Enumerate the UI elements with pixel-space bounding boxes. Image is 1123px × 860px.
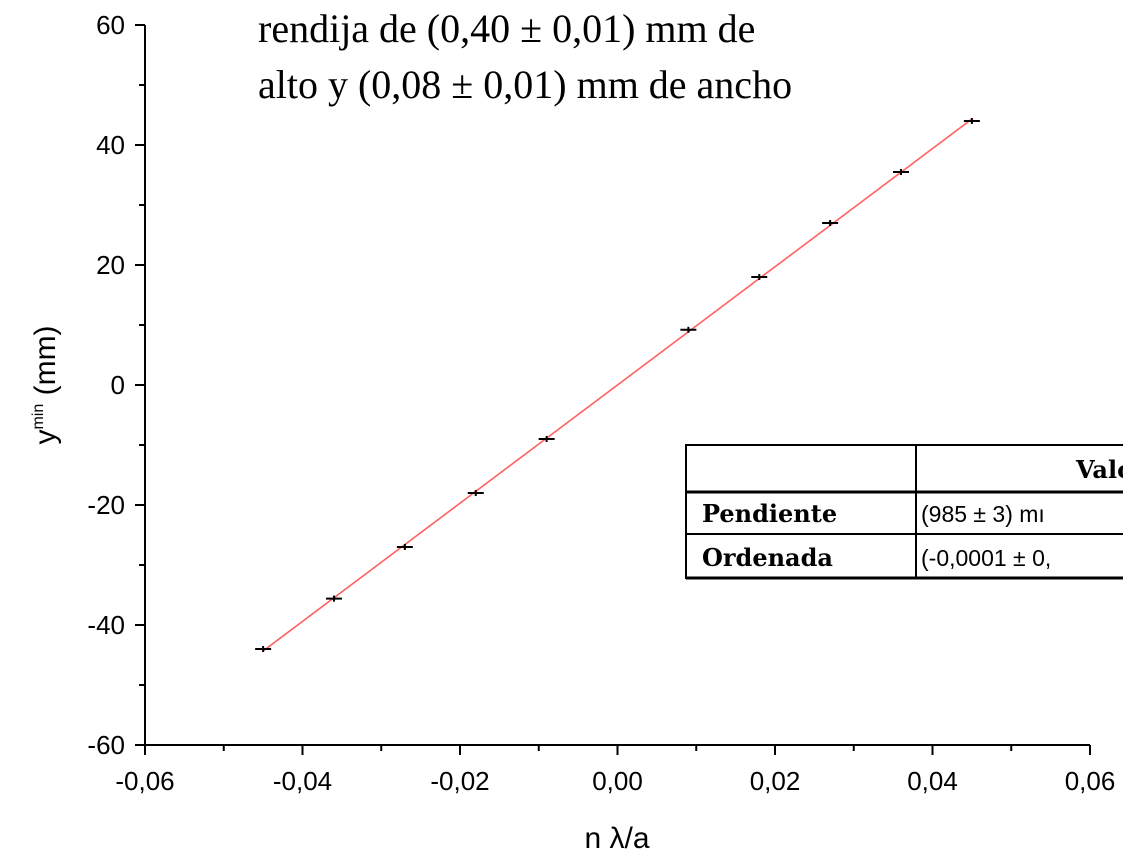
y-tick-label: 40 (96, 130, 125, 160)
x-tick-label: 0,06 (1065, 766, 1116, 796)
data-point (538, 436, 555, 442)
data-point (467, 490, 484, 496)
x-tick-label: -0,02 (430, 766, 489, 796)
data-point (893, 169, 909, 175)
table-row-value-pendiente: (985 ± 3) mı (921, 501, 1045, 527)
y-tick-label: -60 (87, 730, 125, 760)
y-tick-label: 0 (111, 370, 125, 400)
x-axis-label: n λ/a (584, 822, 649, 855)
table-row-label-pendiente: Pendiente (702, 499, 837, 528)
y-axis-label-main: y (29, 430, 62, 445)
y-axis-label-unit: (mm) (29, 325, 62, 403)
x-tick-label: 0,04 (907, 766, 958, 796)
data-point (396, 544, 413, 550)
y-tick-label: -20 (87, 490, 125, 520)
table-row-value-ordenada: (-0,0001 ± 0, (921, 545, 1051, 571)
data-point (751, 274, 768, 280)
y-tick-label: 60 (96, 10, 125, 40)
axis-tick-labels: -0,06 -0,04 -0,02 0,00 0,02 0,04 0,06 -60 -40 -20… (87, 10, 1115, 796)
chart-title-line-2: alto y (0,08 ± 0,01) mm de ancho (258, 62, 792, 107)
x-tick-label: 0,00 (592, 766, 643, 796)
table-row-label-ordenada: Ordenada (702, 543, 833, 572)
data-point (680, 326, 697, 333)
x-tick-label: -0,06 (115, 766, 174, 796)
data-point (963, 118, 980, 124)
y-axis-label-sup: min (30, 404, 47, 430)
y-axis-label: ymin (mm) (29, 325, 62, 444)
x-tick-label: -0,04 (273, 766, 332, 796)
fit-line (262, 118, 973, 652)
table-header-value: Valo (1075, 455, 1123, 484)
chart-title-line-1: rendija de (0,40 ± 0,01) mm de (258, 6, 755, 51)
data-points (255, 118, 980, 652)
data-point (326, 595, 342, 602)
data-point (255, 646, 272, 652)
results-table: Valo Pendiente (985 ± 3) mı Ordenada (-0… (685, 444, 1123, 580)
y-tick-label: 20 (96, 250, 125, 280)
y-tick-label: -40 (87, 610, 125, 640)
data-point (822, 220, 839, 226)
x-tick-label: 0,02 (750, 766, 801, 796)
axis-ticks (135, 24, 1091, 755)
